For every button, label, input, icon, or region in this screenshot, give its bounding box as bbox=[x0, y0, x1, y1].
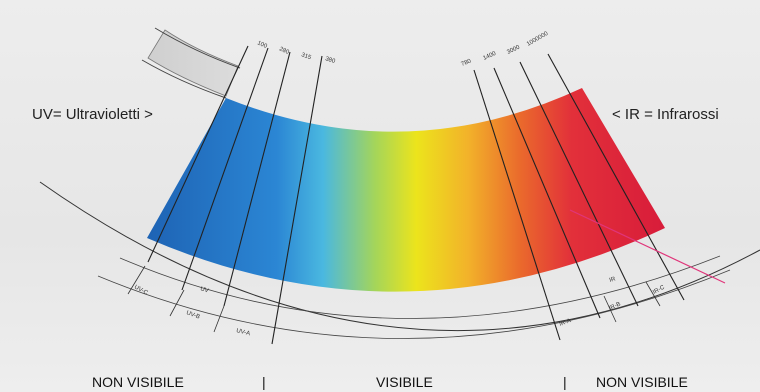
ir-line-1400 bbox=[493, 67, 601, 319]
ir-line-780 bbox=[473, 69, 561, 341]
ir-line-3000 bbox=[519, 61, 639, 307]
separator-right: | bbox=[563, 374, 567, 390]
outer-arc-left-top bbox=[154, 27, 241, 69]
band-ira: IR-A bbox=[559, 318, 572, 328]
ir-label: < IR = Infrarossi bbox=[612, 106, 719, 123]
uv-line-315 bbox=[223, 51, 291, 307]
separator-left: | bbox=[262, 374, 266, 390]
band-irc: IR-C bbox=[652, 284, 666, 295]
wl-uv-1: 280 bbox=[278, 46, 290, 56]
band-uv: UV bbox=[199, 286, 209, 294]
inner-arc-1 bbox=[39, 181, 760, 332]
band-uvb: UV-B bbox=[185, 310, 200, 320]
outer-arc-left-bottom bbox=[141, 59, 227, 99]
wl-ir-1: 1400 bbox=[482, 51, 497, 62]
uv-line-380 bbox=[271, 55, 323, 345]
band-sep-2 bbox=[169, 289, 185, 317]
visible-label: VISIBILE bbox=[376, 374, 433, 390]
uv-line-280 bbox=[181, 47, 269, 291]
wl-ir-3: 1000000 bbox=[526, 31, 550, 48]
wl-uv-0: 100 bbox=[256, 40, 268, 50]
uv-line-100 bbox=[147, 45, 249, 263]
band-ir: IR bbox=[609, 276, 617, 284]
grey-top-band bbox=[147, 29, 239, 97]
inner-arc-3 bbox=[97, 269, 731, 339]
spectrum-band bbox=[147, 88, 665, 292]
band-sep-1 bbox=[127, 265, 146, 295]
inner-arc-2 bbox=[119, 255, 721, 319]
band-irb: IR-B bbox=[608, 301, 621, 311]
wl-ir-0: 780 bbox=[461, 58, 473, 68]
band-sep-4 bbox=[603, 295, 617, 323]
band-sep-5 bbox=[645, 281, 661, 307]
band-sep-3 bbox=[213, 305, 225, 333]
band-uva: UV-A bbox=[236, 328, 251, 337]
wl-uv-2: 315 bbox=[300, 52, 312, 61]
non-visible-right-label: NON VISIBILE bbox=[596, 374, 688, 390]
wl-ir-2: 3000 bbox=[506, 44, 521, 56]
uv-label: UV= Ultravioletti > bbox=[32, 106, 153, 123]
wl-uv-3: 380 bbox=[324, 56, 336, 65]
non-visible-left-label: NON VISIBILE bbox=[92, 374, 184, 390]
pointer-line bbox=[569, 209, 726, 284]
ir-line-1000000 bbox=[547, 53, 685, 301]
